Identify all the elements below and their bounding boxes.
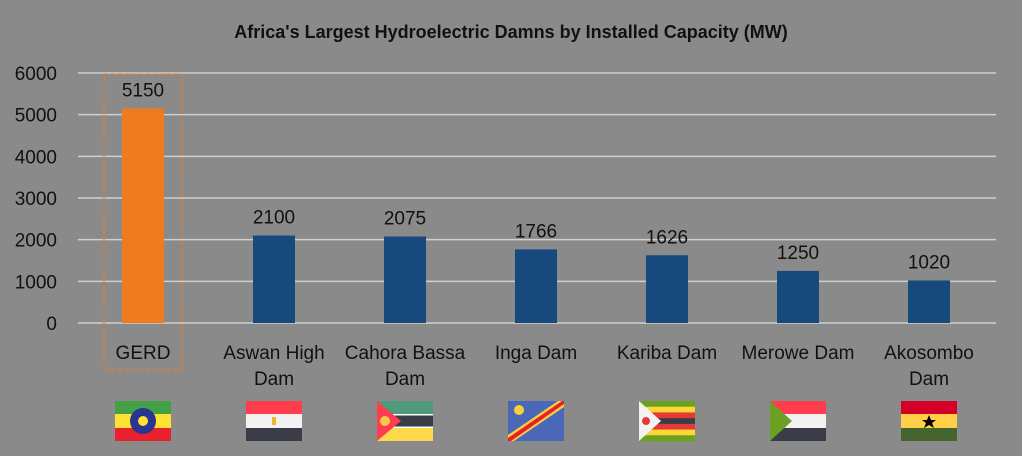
- data-label: 1020: [908, 253, 950, 274]
- bar: [253, 235, 295, 323]
- highlight-box: [103, 73, 183, 371]
- ghana-flag-icon: [901, 401, 957, 441]
- x-tick-label: Cahora Bassa: [345, 343, 466, 364]
- flag-part: [115, 401, 171, 414]
- flag-part: [901, 428, 957, 441]
- flag-part: [377, 415, 433, 427]
- flag-part: [377, 401, 433, 414]
- x-tick-label: Merowe Dam: [742, 343, 855, 364]
- flag-part: [246, 401, 302, 414]
- x-tick-label: Dam: [254, 369, 294, 390]
- bar: [384, 236, 426, 323]
- ethiopia-flag-icon: [115, 401, 171, 441]
- chart-title: Africa's Largest Hydroelectric Damns by …: [234, 22, 788, 42]
- flag-part: [514, 405, 524, 415]
- egypt-flag-icon: [246, 401, 302, 441]
- flag-part: [770, 401, 792, 441]
- flag-part: [770, 428, 826, 441]
- flag-part: [639, 429, 695, 436]
- bar: [515, 249, 557, 323]
- x-tick-label: Kariba Dam: [617, 343, 717, 364]
- mozambique-flag-icon: [377, 401, 433, 441]
- data-label: 2100: [253, 208, 295, 229]
- x-tick-label: Dam: [385, 369, 425, 390]
- flag-part: [508, 401, 564, 441]
- flag-part: [246, 428, 302, 441]
- data-label: 1766: [515, 221, 557, 242]
- flag-part: [377, 426, 433, 428]
- flag-part: [770, 401, 826, 414]
- bar: [777, 270, 819, 323]
- data-label: 2075: [384, 209, 426, 230]
- flag-part: [138, 416, 148, 426]
- y-tick-label: 2000: [15, 231, 57, 252]
- data-label: 1626: [646, 227, 688, 248]
- bar: [122, 108, 164, 324]
- bar: [908, 280, 950, 323]
- dr-congo-flag-icon: [508, 401, 564, 441]
- data-label: 1250: [777, 243, 819, 264]
- flag-part: [901, 401, 957, 414]
- x-tick-label: Dam: [909, 369, 949, 390]
- x-tick-label: Akosombo: [884, 343, 974, 364]
- y-tick-label: 3000: [15, 189, 57, 210]
- zimbabwe-flag-icon: [639, 401, 695, 442]
- flag-part: [377, 428, 433, 441]
- flag-part: [377, 414, 433, 416]
- y-tick-label: 5000: [15, 106, 57, 127]
- y-tick-label: 1000: [15, 272, 57, 293]
- x-tick-label: Inga Dam: [495, 343, 577, 364]
- flag-part: [922, 415, 936, 428]
- flag-part: [639, 401, 695, 408]
- flag-part: [639, 418, 695, 425]
- flag-part: [639, 423, 695, 431]
- x-tick-label: GERD: [116, 343, 171, 364]
- sudan-flag-icon: [770, 401, 826, 441]
- flag-part: [272, 417, 276, 425]
- flag-part: [639, 412, 695, 419]
- flag-part: [639, 406, 695, 413]
- x-tick-label: Aswan High: [223, 343, 324, 364]
- y-tick-label: 0: [46, 314, 57, 335]
- flag-part: [115, 428, 171, 441]
- y-tick-label: 4000: [15, 147, 57, 168]
- y-tick-label: 6000: [15, 64, 57, 85]
- data-label: 5150: [122, 80, 164, 101]
- flag-part: [380, 416, 390, 426]
- flag-part: [642, 417, 650, 425]
- flag-part: [639, 435, 695, 442]
- bar: [646, 255, 688, 323]
